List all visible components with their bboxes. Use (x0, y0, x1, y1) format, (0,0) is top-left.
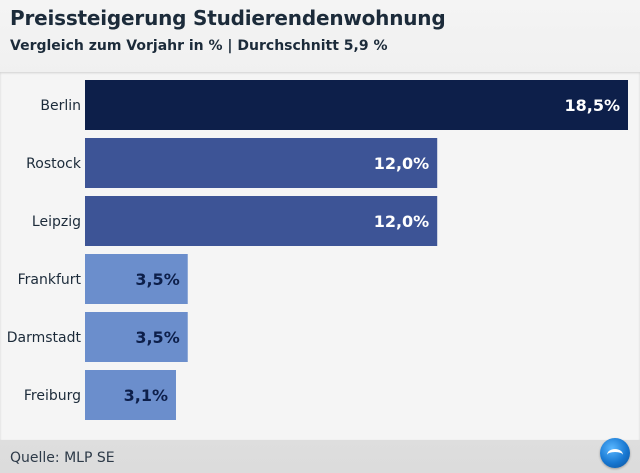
category-label-berlin: Berlin (40, 98, 81, 114)
value-label-freiburg: 3,1% (124, 386, 168, 405)
category-label-freiburg: Freiburg (24, 388, 81, 404)
value-label-berlin: 18,5% (564, 96, 620, 115)
category-label-rostock: Rostock (26, 156, 82, 172)
source-note: Quelle: MLP SE (10, 450, 115, 466)
value-label-darmstadt: 3,5% (135, 328, 179, 347)
plot-area: Berlin 18,5% Rostock 12,0% Leipzig 12,0% Frank… (0, 72, 640, 440)
bar-rostock (85, 138, 438, 188)
bar-berlin (85, 80, 628, 130)
broadcaster-logo-icon (600, 438, 630, 468)
bar-darmstadt (85, 312, 188, 362)
value-label-rostock: 12,0% (374, 154, 430, 173)
bar-chart: Berlin 18,5% Rostock 12,0% Leipzig 12,0% Frank… (7, 80, 628, 420)
category-label-frankfurt: Frankfurt (18, 272, 82, 288)
chart-subtitle: Vergleich zum Vorjahr in % | Durchschnit… (10, 38, 388, 54)
bar-frankfurt (85, 254, 188, 304)
value-label-leipzig: 12,0% (374, 212, 430, 231)
chart-title: Preissteigerung Studierendenwohnung (10, 6, 446, 30)
category-label-leipzig: Leipzig (32, 214, 81, 230)
category-label-darmstadt: Darmstadt (7, 330, 82, 346)
bar-freiburg (85, 370, 176, 420)
value-label-frankfurt: 3,5% (135, 270, 179, 289)
bar-leipzig (85, 196, 438, 246)
